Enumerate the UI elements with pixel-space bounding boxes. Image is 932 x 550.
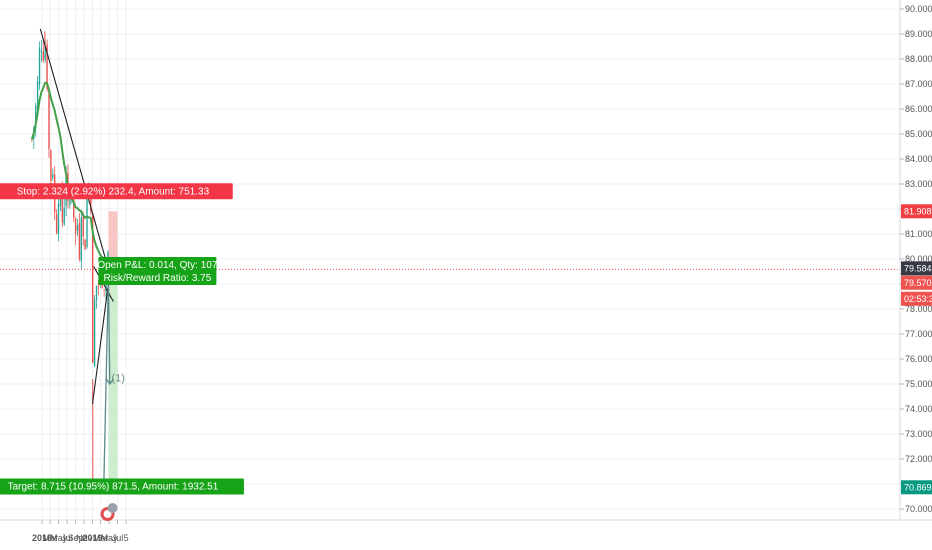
- price-tag: [901, 261, 932, 276]
- price-tick-label: 88.000: [905, 54, 932, 64]
- stop-zone[interactable]: [108, 211, 118, 270]
- candle-body: [69, 194, 71, 205]
- candle-body: [93, 299, 96, 367]
- candle-body: [36, 81, 39, 110]
- time-tick-label: Nov: [76, 533, 93, 543]
- target-label-box[interactable]: [0, 478, 244, 495]
- candle-body: [44, 47, 46, 60]
- candle-body: [86, 193, 88, 248]
- price-tag-label: 79.584: [904, 263, 932, 273]
- candle-body: [92, 214, 94, 363]
- time-tick-label: May: [101, 533, 119, 543]
- price-tick-label: 77.000: [905, 329, 932, 339]
- candle-body: [97, 283, 100, 285]
- price-tick-label: 90.000: [905, 4, 932, 14]
- price-tag: [901, 204, 932, 219]
- candle-body: [35, 106, 37, 128]
- candle-body: [46, 44, 48, 90]
- price-tick-label: 86.000: [905, 104, 932, 114]
- candle-body: [42, 51, 45, 61]
- candle-body: [63, 207, 65, 225]
- time-tick-label: Sep: [68, 533, 84, 543]
- price-tick-label: 85.000: [905, 129, 932, 139]
- price-tag: [901, 480, 932, 495]
- candle-body: [95, 285, 98, 301]
- candle-body: [76, 225, 79, 231]
- candle-body: [103, 289, 105, 291]
- price-tag: [901, 291, 932, 306]
- candle-body: [61, 186, 64, 223]
- candle-body: [38, 47, 41, 85]
- candle-body: [52, 173, 54, 178]
- price-tick-label: 74.000: [905, 404, 932, 414]
- wave-label: (1): [111, 373, 124, 385]
- event-markers: [100, 503, 118, 521]
- price-tick-label: 75.000: [905, 379, 932, 389]
- candle-body: [78, 223, 81, 259]
- trendline[interactable]: [91, 283, 109, 405]
- candle-body: [80, 217, 83, 262]
- stop-label: Stop: 2.324 (2.92%) 232.4, Amount: 751.3…: [17, 186, 210, 197]
- time-tick-label: Mar: [42, 533, 58, 543]
- price-tick-label: 80.000: [905, 254, 932, 264]
- target-zone[interactable]: [108, 269, 118, 488]
- price-tag-label: 02:53:32: [904, 294, 932, 304]
- price-tick-label: 76.000: [905, 354, 932, 364]
- price-tag-label: 81.908: [904, 206, 932, 216]
- dividend-marker-icon[interactable]: [107, 503, 118, 513]
- candle-body: [84, 239, 86, 250]
- target-label: Target: 8.715 (10.95%) 871.5, Amount: 19…: [8, 482, 219, 493]
- price-tick-label: 72.000: [905, 454, 932, 464]
- price-tick-label: 70.000: [905, 504, 932, 514]
- candle-body: [74, 218, 77, 234]
- position-zones: [108, 211, 118, 488]
- time-tick-label: 2018: [32, 533, 52, 543]
- price-tick-label: 84.000: [905, 154, 932, 164]
- candle-body: [50, 150, 52, 181]
- candle-body: [82, 214, 84, 237]
- time-tick-label: Jul: [112, 533, 124, 543]
- time-tick-label: 2019: [82, 533, 102, 543]
- candle-body: [48, 90, 50, 150]
- projection-arrowhead: [105, 377, 115, 386]
- pnl-label: Open P&L: 0.014, Qty: 107: [97, 260, 218, 271]
- price-tags: 79.584 79.570 02:53:32 81.908 70.869: [901, 204, 932, 495]
- time-tick-label: 5: [124, 533, 129, 543]
- time-tick-label: May: [50, 533, 68, 543]
- time-tick-label: Jul: [61, 533, 73, 543]
- price-tick-label: 78.000: [905, 304, 932, 314]
- position-labels: Stop: 2.324 (2.92%) 232.4, Amount: 751.3…: [0, 183, 244, 495]
- grid: [0, 0, 900, 520]
- price-tick-label: 73.000: [905, 429, 932, 439]
- risk-reward-label: Risk/Reward Ratio: 3.75: [103, 273, 211, 284]
- pnl-box[interactable]: [98, 257, 217, 285]
- candle-body: [40, 50, 43, 52]
- price-tag-label: 70.869: [904, 482, 932, 492]
- candle-body: [55, 214, 58, 234]
- trendline[interactable]: [39, 28, 109, 270]
- time-tick-label: Mar: [93, 533, 109, 543]
- price-tick-label: 89.000: [905, 29, 932, 39]
- price-tag: [901, 275, 932, 290]
- projection-leg-2: [103, 278, 110, 487]
- price-tag-label: 79.570: [904, 278, 932, 288]
- price-tick-label: 83.000: [905, 179, 932, 189]
- price-tick-label: 87.000: [905, 79, 932, 89]
- stop-label-box[interactable]: [0, 183, 233, 200]
- price-tick-label: 81.000: [905, 229, 932, 239]
- candle-body: [57, 204, 60, 234]
